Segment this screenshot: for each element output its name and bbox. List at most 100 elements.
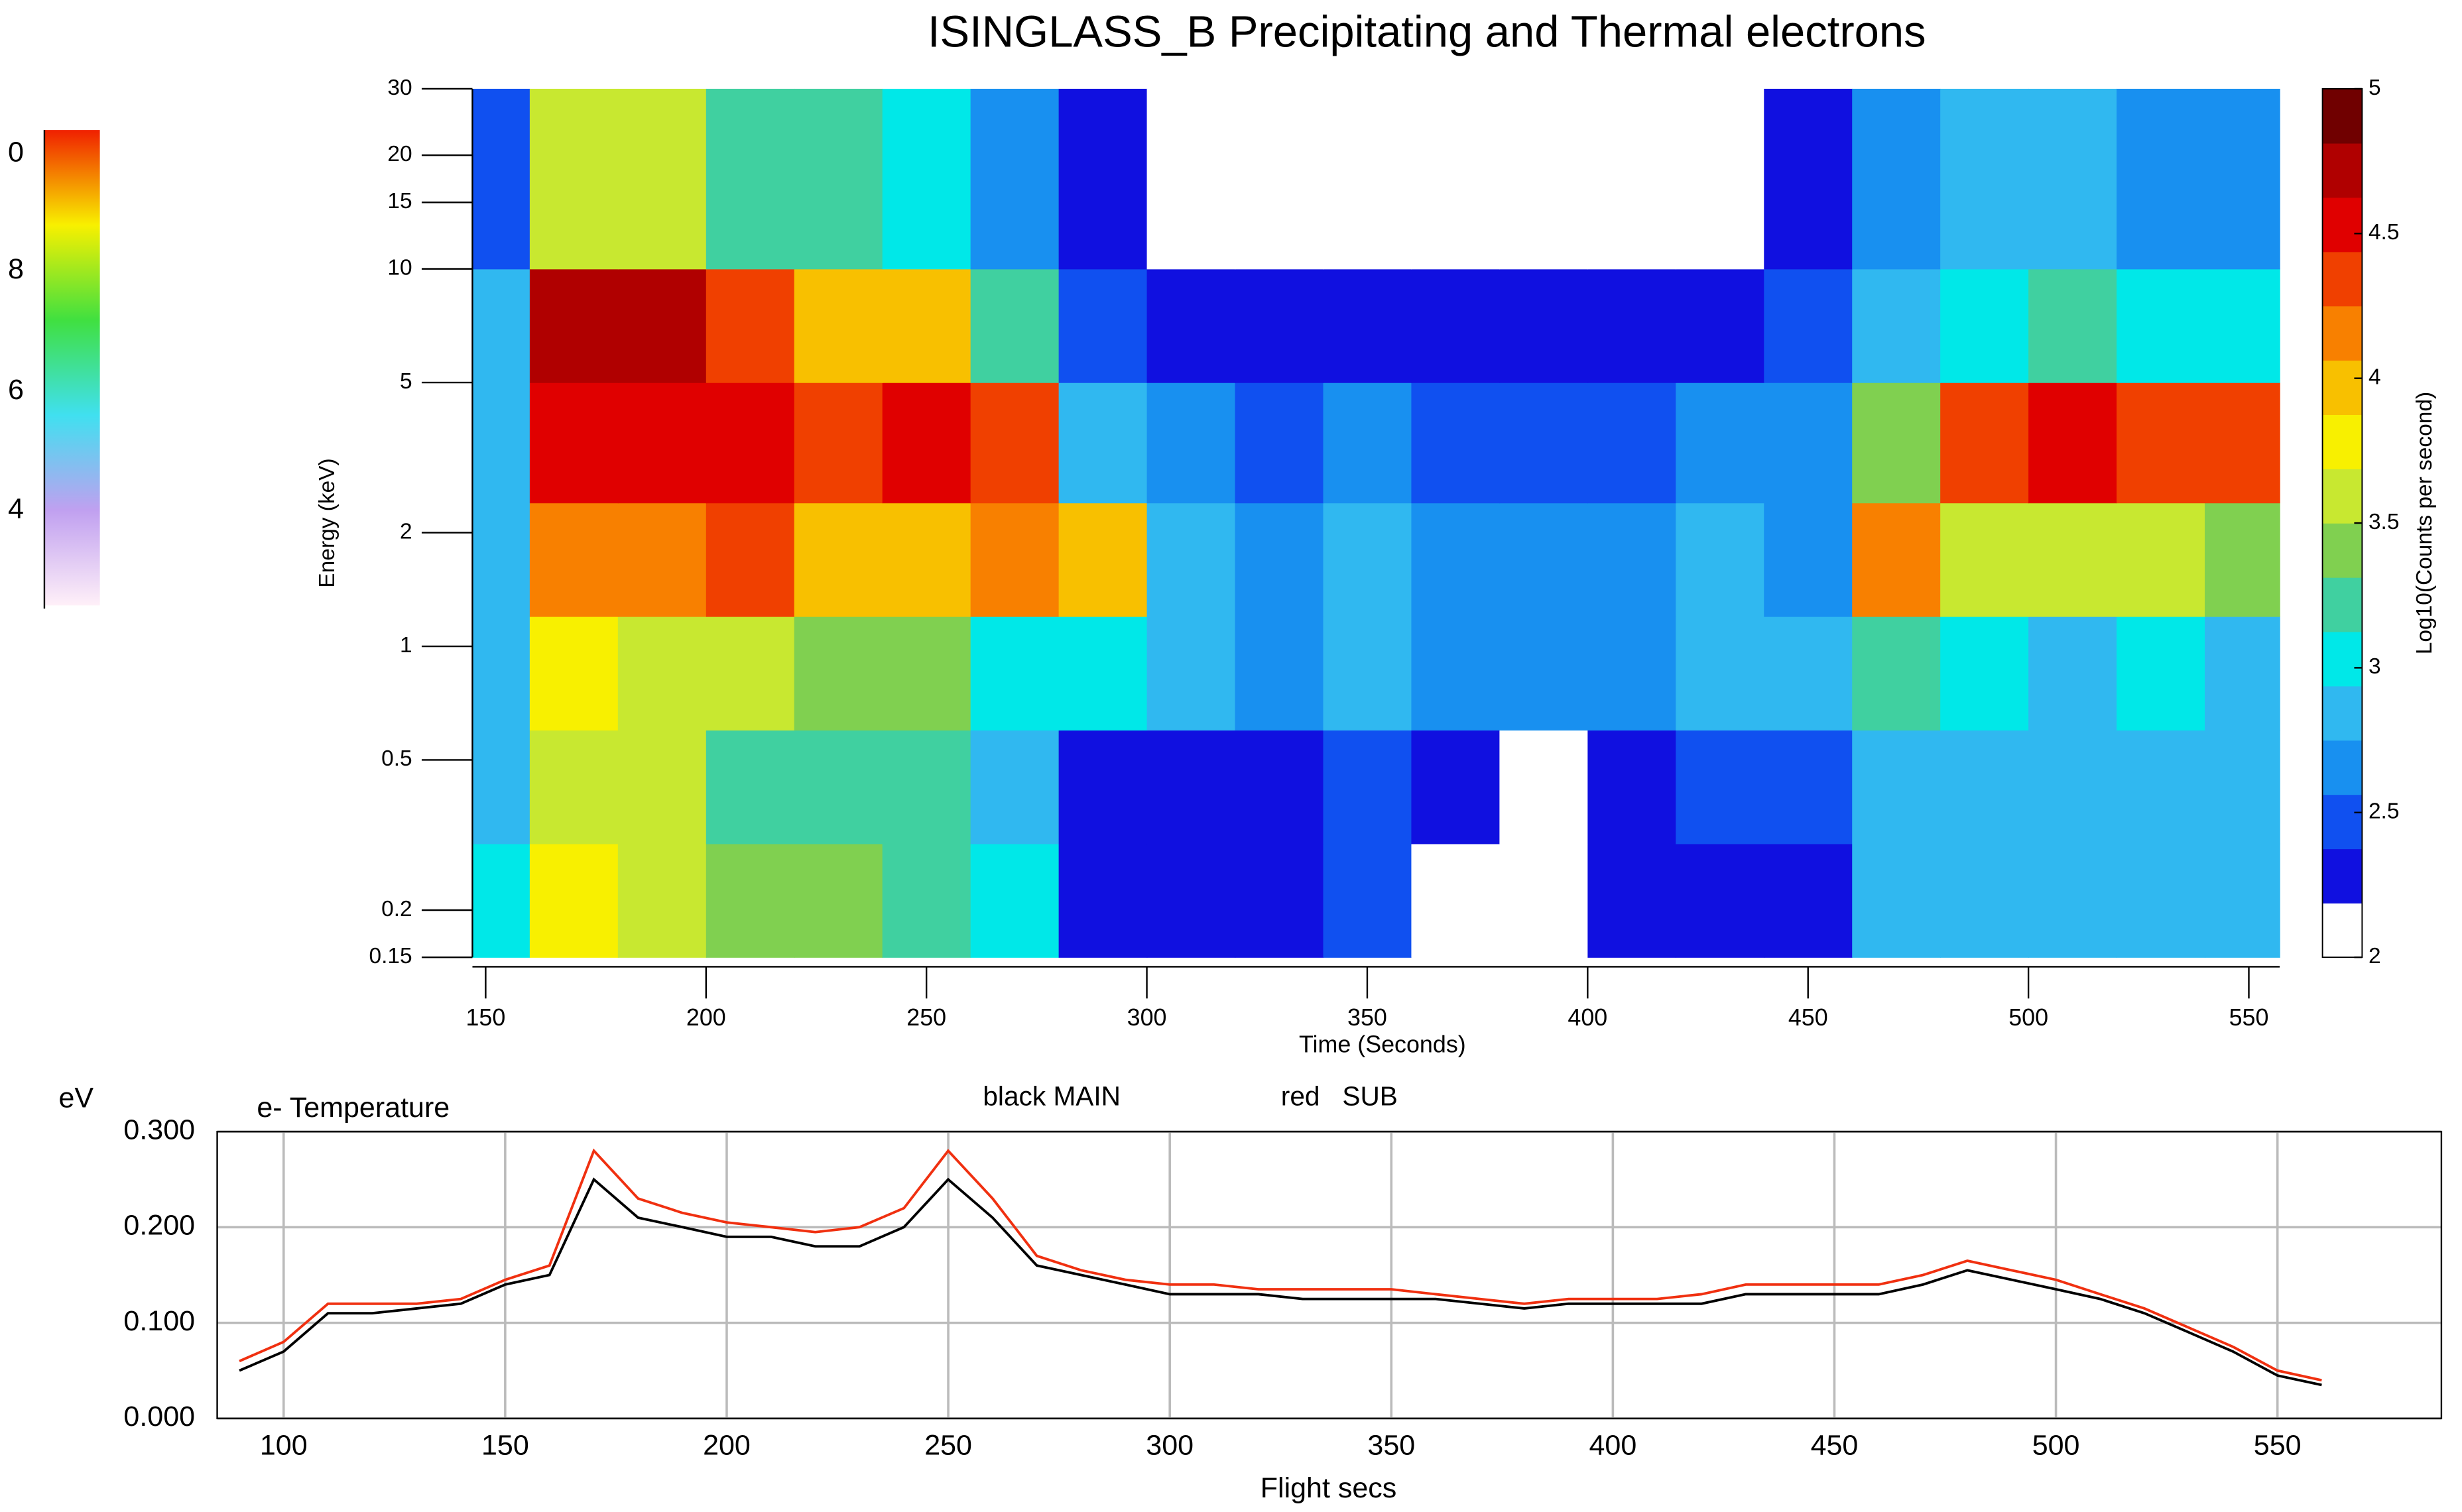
heatmap-cell bbox=[1235, 730, 1324, 844]
heatmap-cell bbox=[1852, 268, 1941, 383]
colorbar-band bbox=[2322, 523, 2363, 578]
heatmap-cell bbox=[794, 730, 883, 844]
heatmap-cell bbox=[1587, 843, 1677, 958]
heatmap-cell bbox=[1676, 843, 1764, 958]
y-tick-label: 1 bbox=[400, 633, 412, 658]
heatmap-cell bbox=[1146, 843, 1236, 958]
heatmap-cell bbox=[529, 730, 619, 844]
heatmap-cell bbox=[1058, 268, 1148, 383]
heatmap-cell bbox=[1676, 616, 1764, 731]
colorbar-tick-label: 4.5 bbox=[2369, 220, 2400, 245]
heatmap-cell bbox=[1146, 268, 1236, 383]
heatmap-cell bbox=[617, 502, 707, 617]
colorbar-band bbox=[2322, 88, 2363, 144]
heatmap-cell bbox=[1676, 730, 1764, 844]
heatmap-cell bbox=[970, 616, 1060, 731]
heatmap-cell bbox=[472, 382, 530, 504]
heatmap-cell bbox=[472, 268, 530, 383]
heatmap-cell bbox=[1940, 843, 2029, 958]
heatmap-cell bbox=[1323, 382, 1412, 504]
heatmap-cell bbox=[1499, 268, 1589, 383]
heatmap-cell bbox=[882, 730, 971, 844]
heatmap-cell bbox=[1587, 502, 1677, 617]
heatmap-cell bbox=[2117, 730, 2205, 844]
heatmap-cell bbox=[882, 88, 971, 270]
heatmap-cell bbox=[2028, 268, 2117, 383]
heatmap-cell bbox=[882, 502, 971, 617]
heatmap-cell bbox=[1499, 730, 1589, 844]
heatmap-cell bbox=[706, 88, 795, 270]
heatmap-cell bbox=[617, 616, 707, 731]
y-tick-label: 2 bbox=[400, 519, 412, 544]
x-tick-label: 150 bbox=[465, 1004, 505, 1031]
x-tick-label: 250 bbox=[924, 1429, 972, 1461]
heatmap-cell bbox=[1587, 382, 1677, 504]
heatmap-cell bbox=[1764, 843, 1853, 958]
heatmap-cell bbox=[617, 88, 707, 270]
colorbar-tick-label: 4 bbox=[2369, 365, 2381, 390]
heatmap-cell bbox=[1940, 268, 2029, 383]
colorbar-band bbox=[2322, 685, 2363, 741]
heatmap-cell bbox=[1235, 843, 1324, 958]
heatmap-cell bbox=[2205, 268, 2280, 383]
x-axis-label: Time (Seconds) bbox=[1299, 1031, 1466, 1057]
colorbar-band bbox=[2322, 143, 2363, 198]
heatmap-cell bbox=[1146, 88, 1236, 270]
heatmap-cell bbox=[1852, 616, 1941, 731]
colorbar-band bbox=[2322, 360, 2363, 415]
heatmap-cell bbox=[2205, 88, 2280, 270]
colorbar-band bbox=[2322, 469, 2363, 524]
heatmap-cell bbox=[2205, 616, 2280, 731]
heatmap-cell bbox=[1940, 382, 2029, 504]
colorbar-band bbox=[2322, 740, 2363, 795]
heatmap-cell bbox=[1676, 88, 1764, 270]
heatmap-cell bbox=[1676, 502, 1764, 617]
line-series bbox=[239, 1177, 2322, 1387]
heatmap-cell bbox=[1940, 502, 2029, 617]
heatmap-cell bbox=[1499, 616, 1589, 731]
heatmap-cell bbox=[1499, 843, 1589, 958]
heatmap-cell bbox=[1587, 616, 1677, 731]
y-tick-label: 0.5 bbox=[381, 746, 412, 771]
y-tick-label: 0.200 bbox=[123, 1210, 195, 1242]
heatmap-cell bbox=[1323, 730, 1412, 844]
heatmap-cell bbox=[794, 502, 883, 617]
y-tick-label: 0.100 bbox=[123, 1305, 195, 1337]
heatmap-cell bbox=[2117, 502, 2205, 617]
colorbar-band bbox=[2322, 631, 2363, 687]
heatmap-cell bbox=[794, 88, 883, 270]
heatmap-cell bbox=[2028, 88, 2117, 270]
heatmap-cell bbox=[529, 502, 619, 617]
heatmap-cell bbox=[794, 268, 883, 383]
heatmap-cell bbox=[1323, 843, 1412, 958]
heatmap-cell bbox=[882, 616, 971, 731]
heatmap-cell bbox=[2028, 843, 2117, 958]
y-tick-label: 5 bbox=[400, 369, 412, 394]
colorbar-band bbox=[2322, 577, 2363, 632]
heatmap-cell bbox=[794, 843, 883, 958]
heatmap-cell bbox=[1146, 382, 1236, 504]
heatmap-cell bbox=[1764, 88, 1853, 270]
heatmap-cell bbox=[472, 730, 530, 844]
heatmap-cell bbox=[1411, 268, 1501, 383]
heatmap-cell bbox=[1587, 88, 1677, 270]
colorbar-tick-label: 5 bbox=[2369, 76, 2381, 100]
x-tick-label: 450 bbox=[1811, 1429, 1859, 1461]
heatmap-cell bbox=[1940, 616, 2029, 731]
heatmap-cell bbox=[617, 730, 707, 844]
heatmap-cell bbox=[1411, 616, 1501, 731]
heatmap-cell bbox=[529, 843, 619, 958]
heatmap-cell bbox=[1852, 502, 1941, 617]
heatmap-cell bbox=[2028, 502, 2117, 617]
heatmap-cell bbox=[2028, 730, 2117, 844]
heatmap-cell bbox=[1764, 616, 1853, 731]
colorbar-tick-label: 3 bbox=[2369, 654, 2381, 679]
heatmap-cell bbox=[1411, 843, 1501, 958]
heatmap-cell bbox=[970, 502, 1060, 617]
x-tick-label: 550 bbox=[2254, 1429, 2302, 1461]
heatmap-cell bbox=[1852, 88, 1941, 270]
heatmap-cell bbox=[1852, 382, 1941, 504]
heatmap-cell bbox=[2205, 843, 2280, 958]
heatmap-cell bbox=[472, 88, 530, 270]
heatmap-cell bbox=[1323, 268, 1412, 383]
